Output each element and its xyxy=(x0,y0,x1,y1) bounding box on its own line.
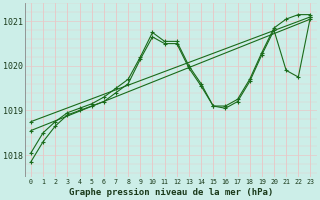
X-axis label: Graphe pression niveau de la mer (hPa): Graphe pression niveau de la mer (hPa) xyxy=(68,188,273,197)
